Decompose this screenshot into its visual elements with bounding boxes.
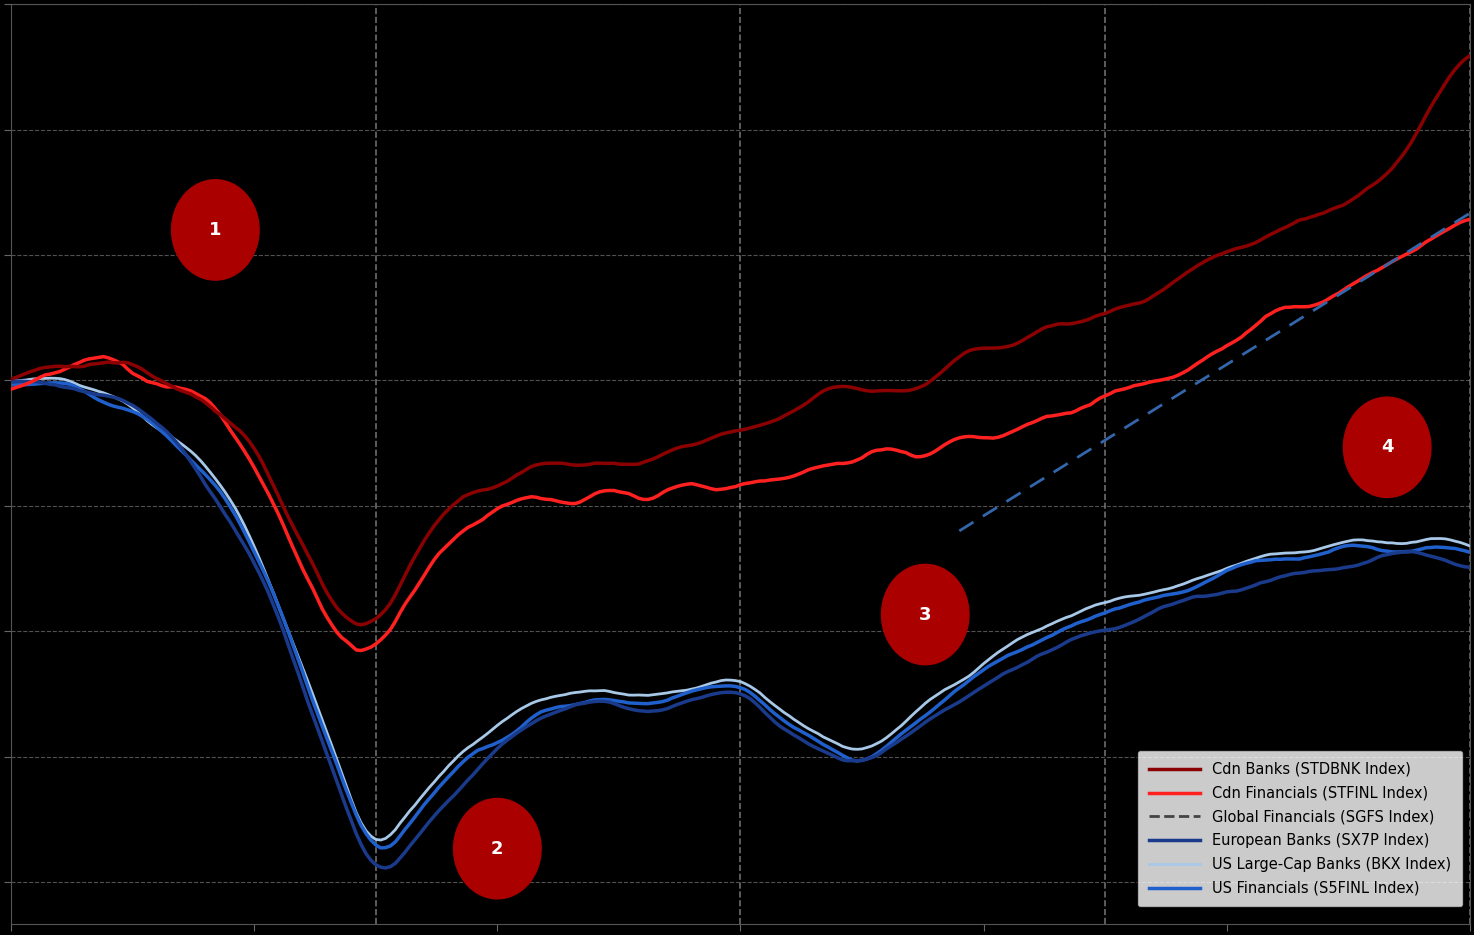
Ellipse shape (454, 798, 541, 899)
Text: 4: 4 (1381, 439, 1393, 456)
Ellipse shape (171, 180, 259, 280)
Text: 1: 1 (209, 221, 221, 239)
Ellipse shape (881, 565, 968, 665)
Legend: Cdn Banks (STDBNK Index), Cdn Financials (STFINL Index), Global Financials (SGFS: Cdn Banks (STDBNK Index), Cdn Financials… (1138, 750, 1462, 907)
Text: 3: 3 (918, 606, 932, 624)
Text: 2: 2 (491, 840, 504, 857)
Ellipse shape (1343, 397, 1431, 497)
